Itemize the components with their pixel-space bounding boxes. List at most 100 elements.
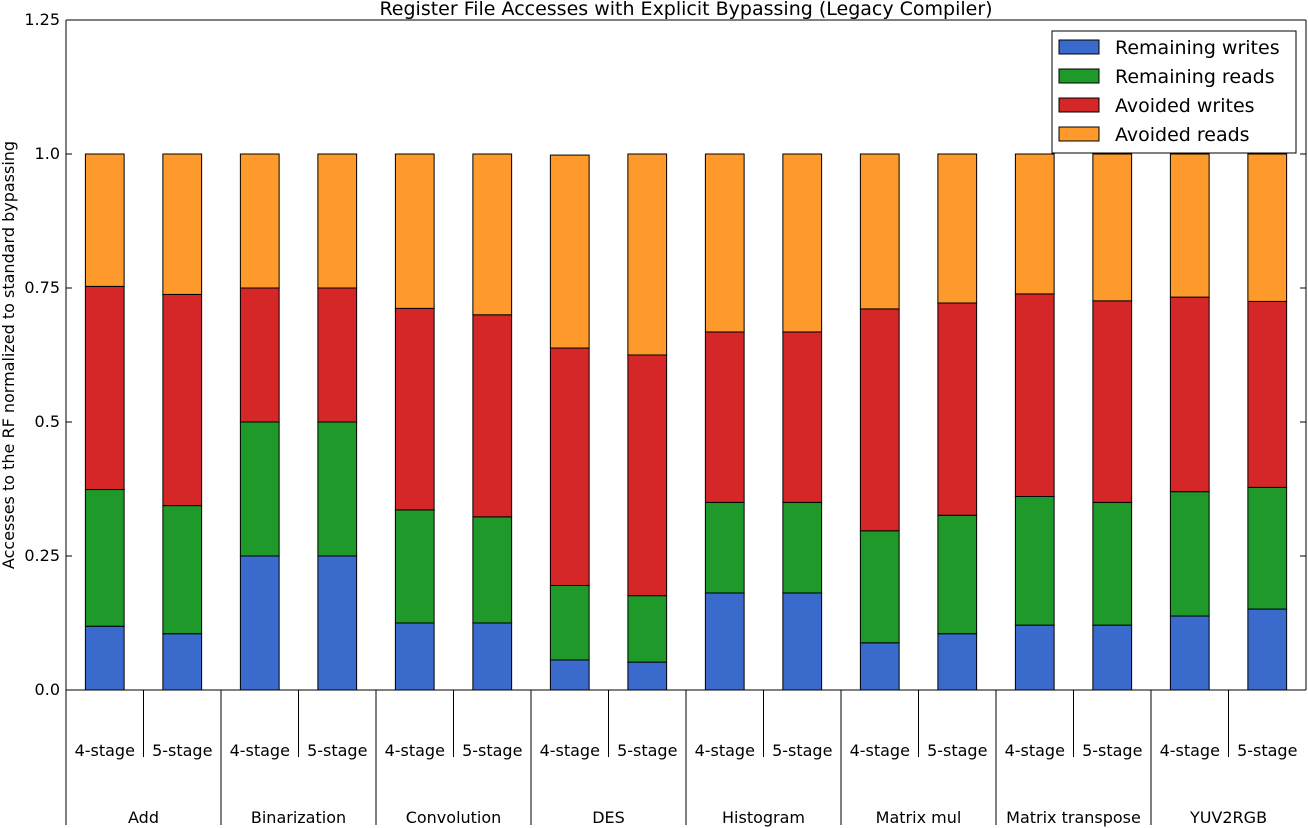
bar-segment-avoided-reads [84, 153, 125, 287]
x-subcategory-label: 5-stage [772, 741, 832, 760]
y-axis-label: Accesses to the RF normalized to standar… [0, 141, 18, 569]
bar-segment-avoided-writes [162, 293, 203, 507]
bar-segment-avoided-reads [1169, 153, 1210, 298]
y-tick-label: 1.0 [35, 144, 60, 163]
x-subcategory-label: 4-stage [850, 741, 910, 760]
legend-label: Remaining reads [1115, 66, 1275, 88]
bar-segment-remaining-reads [1247, 486, 1288, 610]
bar-segment-avoided-writes [937, 302, 978, 516]
x-group-label: Convolution [406, 808, 502, 827]
bar-segment-remaining-writes [782, 592, 823, 691]
legend-swatch [1058, 68, 1100, 84]
bars-layer [84, 153, 1288, 691]
bar-segment-remaining-writes [239, 555, 280, 691]
bar-segment-remaining-writes [1014, 624, 1055, 691]
bar-segment-avoided-reads [1247, 153, 1288, 302]
bar-segment-avoided-reads [627, 153, 668, 356]
x-subcategory-label: 5-stage [1237, 741, 1297, 760]
bar-segment-remaining-reads [472, 516, 513, 624]
bar-segment-avoided-reads [859, 153, 900, 310]
bar-segment-remaining-writes [859, 642, 900, 691]
x-group-label: YUV2RGB [1189, 808, 1267, 827]
x-subcategory-label: 4-stage [695, 741, 755, 760]
bar-segment-remaining-writes [84, 625, 125, 691]
bar-segment-remaining-reads [859, 530, 900, 644]
y-tick-label: 0.75 [24, 278, 60, 297]
x-subcategory-label: 5-stage [927, 741, 987, 760]
bar-segment-avoided-reads [549, 154, 590, 349]
bar-segment-remaining-reads [394, 509, 435, 624]
bar-segment-remaining-reads [1014, 496, 1055, 626]
bar-segment-avoided-reads [1014, 153, 1055, 295]
legend-label: Avoided reads [1115, 124, 1250, 146]
bar-segment-remaining-reads [1169, 491, 1210, 617]
bar-segment-remaining-writes [1247, 608, 1288, 691]
x-subcategory-label: 5-stage [152, 741, 212, 760]
y-tick-label: 0.0 [35, 680, 60, 699]
x-subcategory-label: 4-stage [385, 741, 445, 760]
axes-layer: 0.0 0.25 0.5 0.75 1.0 1.25 4-stage 5-stage 4-sta… [24, 10, 1307, 827]
bar-segment-remaining-reads [627, 595, 668, 663]
bar-segment-remaining-writes [937, 633, 978, 691]
bar-segment-avoided-writes [704, 331, 745, 503]
x-group-label: Matrix transpose [1006, 808, 1141, 827]
bar-segment-avoided-writes [84, 285, 125, 491]
bar-segment-avoided-writes [859, 308, 900, 532]
bar-segment-avoided-writes [549, 347, 590, 586]
x-subcategory-label: 4-stage [540, 741, 600, 760]
bar-segment-remaining-reads [704, 501, 745, 594]
x-subcategory-label: 5-stage [307, 741, 367, 760]
x-group-label: Binarization [251, 808, 346, 827]
legend-swatch [1058, 126, 1100, 142]
bar-segment-remaining-reads [239, 421, 280, 557]
bar-segment-remaining-reads [162, 505, 203, 635]
x-subcategory-label: 4-stage [1005, 741, 1065, 760]
x-subcategory-label: 4-stage [230, 741, 290, 760]
bar-segment-avoided-reads [782, 153, 823, 333]
bar-segment-remaining-reads [1092, 501, 1133, 626]
bar-segment-avoided-reads [937, 153, 978, 304]
x-subcategory-label: 4-stage [75, 741, 135, 760]
bar-segment-remaining-writes [1169, 615, 1210, 691]
x-subcategory-label: 5-stage [1082, 741, 1142, 760]
x-subcategory-label: 5-stage [462, 741, 522, 760]
x-group-label: Histogram [722, 808, 805, 827]
y-tick-label: 0.25 [24, 546, 60, 565]
bar-segment-avoided-reads [472, 153, 513, 316]
chart-title: Register File Accesses with Explicit Byp… [379, 0, 992, 20]
y-tick-label: 1.25 [24, 10, 60, 29]
bar-segment-remaining-reads [84, 489, 125, 627]
bar-segment-avoided-writes [1169, 296, 1210, 493]
x-group-label: Add [128, 808, 159, 827]
bar-segment-avoided-reads [1092, 153, 1133, 302]
bar-segment-avoided-writes [317, 287, 358, 423]
bar-segment-avoided-writes [782, 331, 823, 503]
legend: Remaining writes Remaining reads Avoided w… [1051, 30, 1297, 154]
bar-segment-remaining-writes [549, 659, 590, 691]
x-group-label: Matrix mul [876, 808, 962, 827]
legend-label: Remaining writes [1115, 37, 1280, 59]
bar-segment-avoided-reads [239, 153, 280, 289]
y-tick-label: 0.5 [35, 412, 60, 431]
bar-segment-avoided-reads [317, 153, 358, 289]
bar-segment-avoided-writes [239, 287, 280, 423]
legend-swatch [1058, 97, 1100, 113]
bar-segment-avoided-writes [1247, 300, 1288, 488]
bar-segment-avoided-writes [627, 354, 668, 597]
bar-segment-remaining-writes [317, 555, 358, 691]
legend-label: Avoided writes [1115, 95, 1255, 117]
bar-segment-avoided-writes [1014, 293, 1055, 498]
bar-segment-remaining-reads [549, 584, 590, 661]
x-group-label: DES [592, 808, 625, 827]
legend-swatch [1058, 39, 1100, 55]
bar-segment-avoided-reads [704, 153, 745, 333]
bar-segment-avoided-writes [1092, 300, 1133, 503]
bar-segment-remaining-writes [162, 633, 203, 691]
bar-segment-remaining-writes [627, 661, 668, 691]
bar-segment-remaining-writes [1092, 624, 1133, 691]
x-subcategory-label: 5-stage [617, 741, 677, 760]
bar-segment-remaining-reads [317, 421, 358, 557]
bar-segment-remaining-writes [472, 622, 513, 691]
bar-segment-remaining-writes [704, 592, 745, 691]
